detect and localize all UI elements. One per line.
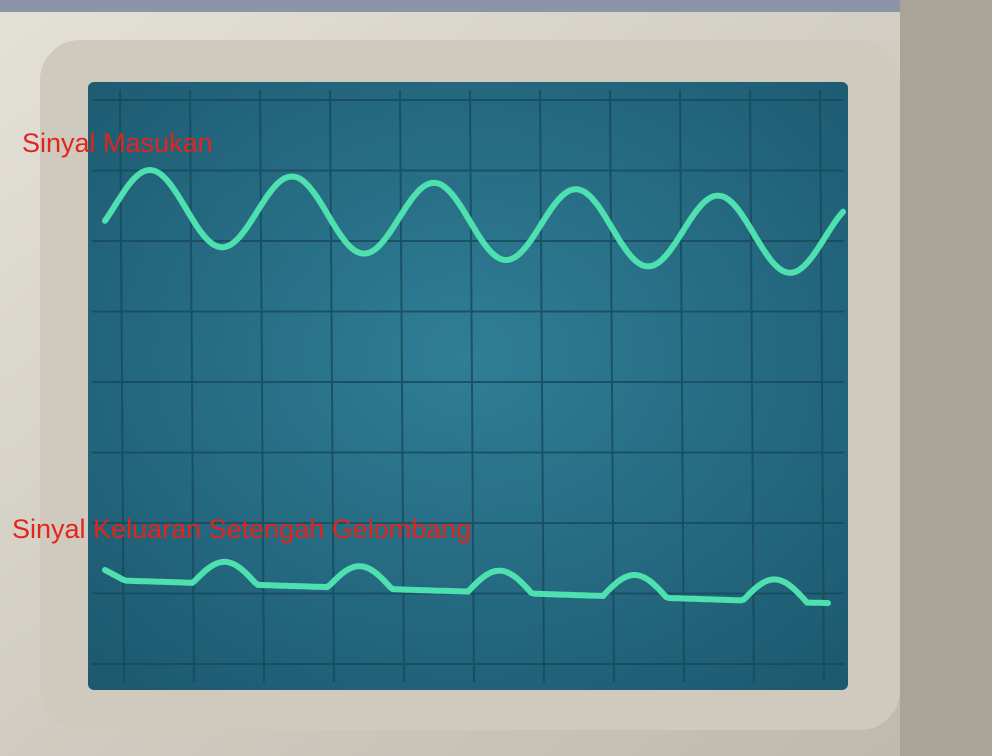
side-panel [900, 0, 992, 756]
top-edge [0, 0, 992, 12]
input-label: Sinyal Masukan [22, 128, 213, 158]
output-label: Sinyal Keluaran Setengah Gelombang [12, 514, 471, 544]
page: Sinyal Masukan Sinyal Keluaran Setengah … [0, 0, 992, 756]
oscilloscope-photo: Sinyal Masukan Sinyal Keluaran Setengah … [0, 0, 992, 756]
